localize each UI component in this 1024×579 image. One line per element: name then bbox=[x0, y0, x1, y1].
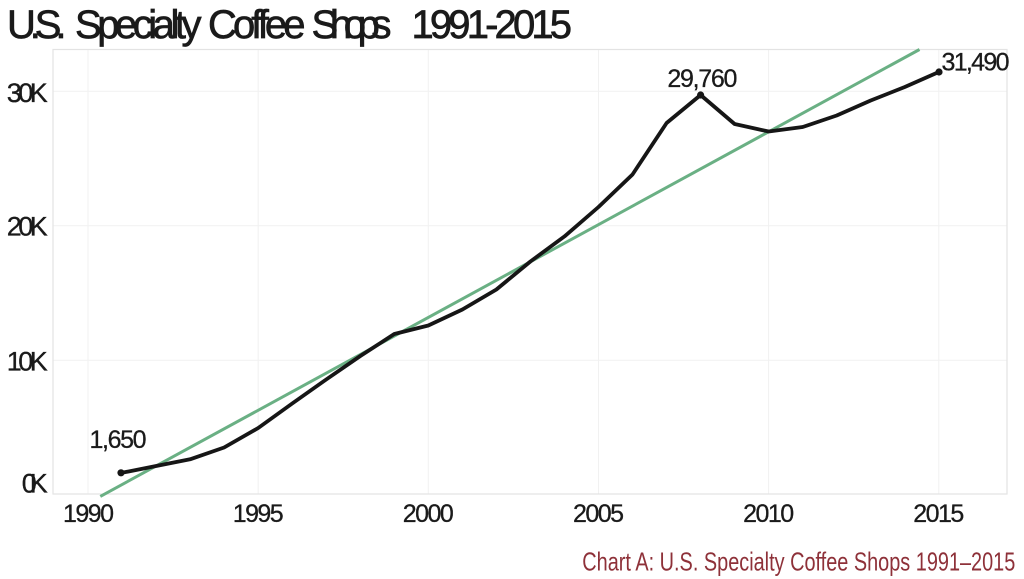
svg-text:1,650: 1,650 bbox=[90, 426, 147, 454]
svg-text:2005: 2005 bbox=[573, 500, 624, 528]
svg-text:Chart A: U.S. Specialty Coffee: Chart A: U.S. Specialty Coffee Shops 199… bbox=[582, 547, 1015, 577]
svg-text:2010: 2010 bbox=[743, 500, 794, 528]
svg-text:29,760: 29,760 bbox=[667, 65, 737, 93]
svg-text:2015: 2015 bbox=[913, 500, 964, 528]
svg-text:0K: 0K bbox=[22, 468, 48, 498]
svg-text:20K: 20K bbox=[7, 212, 48, 242]
svg-text:10K: 10K bbox=[7, 346, 48, 376]
svg-text:U.S.: U.S. bbox=[7, 3, 67, 47]
svg-text:31,490: 31,490 bbox=[942, 49, 1010, 77]
svg-text:1995: 1995 bbox=[233, 500, 284, 528]
svg-text:Shops: Shops bbox=[312, 3, 392, 47]
svg-text:30K: 30K bbox=[7, 78, 48, 108]
svg-text:Specialty: Specialty bbox=[75, 3, 202, 47]
svg-text:1990: 1990 bbox=[63, 500, 114, 528]
svg-text:2000: 2000 bbox=[403, 500, 454, 528]
svg-text:1991-2015: 1991-2015 bbox=[412, 3, 573, 47]
svg-text:Coffee: Coffee bbox=[208, 3, 306, 47]
